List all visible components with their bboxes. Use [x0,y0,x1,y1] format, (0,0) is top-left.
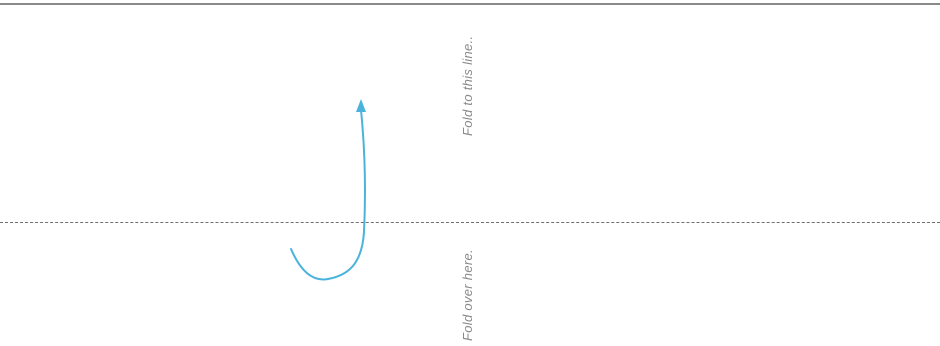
arrow-curve [290,109,366,281]
arrow-head [356,99,366,112]
fold-dashed-line [0,222,940,223]
top-edge-line [0,3,940,5]
